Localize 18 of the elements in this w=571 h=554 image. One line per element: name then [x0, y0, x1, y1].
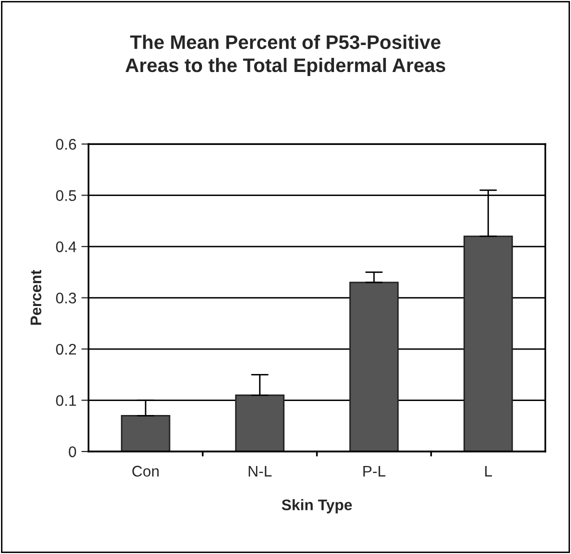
x-tick-label: L — [485, 466, 492, 476]
y-tick-label: 0.4 — [56, 241, 76, 252]
bar — [349, 282, 399, 452]
y-tick-label: 0 — [68, 446, 76, 458]
bar — [235, 394, 284, 452]
y-tick-label: 0.3 — [56, 292, 76, 304]
y-tick-label: 0.6 — [56, 138, 76, 150]
y-axis-title: Percent — [30, 270, 42, 325]
y-tick-label: 0.1 — [56, 395, 76, 406]
x-tick-label: Con — [132, 466, 159, 477]
x-axis-title: Skin Type — [282, 499, 352, 514]
bar — [464, 236, 513, 452]
y-tick-label: 0.2 — [56, 344, 76, 355]
x-tick-label: N-L — [248, 466, 272, 476]
bar — [120, 414, 170, 452]
chart-title: The Mean Percent of P53-Positive Areas to the Total Epidermal Areas — [126, 34, 446, 76]
x-tick-label: P-L — [363, 466, 386, 476]
y-tick-label: 0.5 — [56, 190, 76, 201]
